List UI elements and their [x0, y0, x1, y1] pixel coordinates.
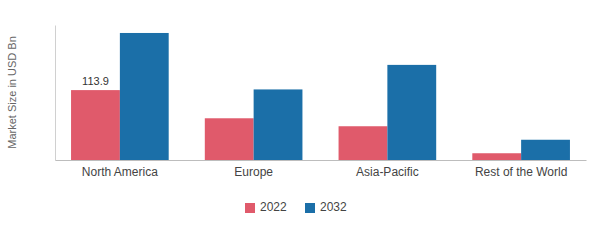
bar [254, 89, 303, 160]
x-tick: Rest of the World [475, 165, 567, 179]
x-tick-label: North America [82, 165, 158, 179]
x-tick: Asia-Pacific [356, 165, 419, 179]
x-tick: Europe [234, 165, 273, 179]
x-tick-label: Europe [234, 165, 273, 179]
x-tick-label: Rest of the World [475, 165, 567, 179]
legend: 2022 2032 [245, 200, 347, 214]
y-axis-line [55, 26, 56, 161]
x-axis: North America Europe Asia-Pacific Rest of t… [56, 161, 587, 180]
legend-label: 2032 [320, 200, 347, 214]
bar [387, 65, 436, 160]
bars [71, 33, 570, 160]
legend-swatch [245, 203, 255, 213]
x-tick-label: Asia-Pacific [356, 165, 419, 179]
y-axis [55, 26, 56, 161]
bar [472, 153, 521, 160]
chart: North America Europe Asia-Pacific Rest of t… [0, 0, 598, 234]
bar [521, 140, 570, 160]
bar [339, 126, 388, 160]
y-axis-title: Market Size in USD Bn [6, 36, 18, 148]
legend-label: 2022 [260, 200, 287, 214]
x-axis-line [56, 160, 587, 161]
legend-item: 2032 [305, 200, 347, 214]
legend-swatch [305, 203, 315, 213]
legend-item: 2022 [245, 200, 287, 214]
data-label: 113.9 [82, 75, 109, 87]
bar [71, 90, 120, 160]
bar [120, 33, 169, 160]
x-tick: North America [82, 165, 158, 179]
bar [205, 118, 254, 160]
